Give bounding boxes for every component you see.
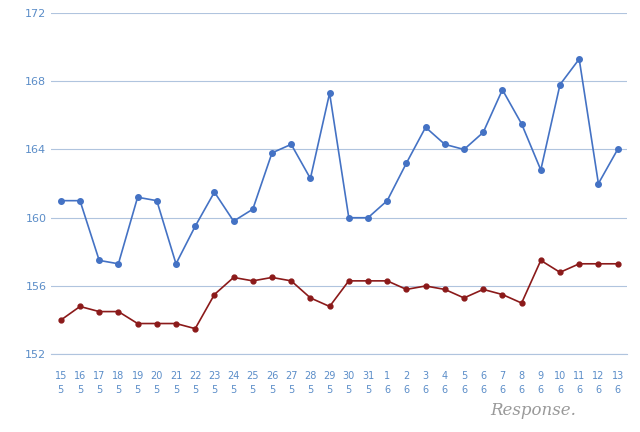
Text: 5: 5 (288, 385, 294, 395)
Text: 6: 6 (422, 385, 429, 395)
Text: 5: 5 (154, 385, 160, 395)
Line: レギュラー実売価格（円/L）: レギュラー実売価格（円/L） (58, 258, 620, 331)
レギュラー実売価格（円/L） (115, 309, 122, 314)
レギュラー実売価格（円/L） (307, 295, 314, 301)
レギュラー看板価格（円/L） (595, 181, 602, 186)
レギュラー実売価格（円/L） (268, 275, 276, 280)
レギュラー実売価格（円/L） (95, 309, 103, 314)
レギュラー看板価格（円/L） (441, 142, 449, 147)
レギュラー看板価格（円/L） (556, 82, 564, 87)
Text: 5: 5 (134, 385, 141, 395)
レギュラー実売価格（円/L） (153, 321, 161, 326)
レギュラー実売価格（円/L） (479, 287, 487, 292)
レギュラー実売価格（円/L） (537, 258, 545, 263)
レギュラー実売価格（円/L） (345, 278, 353, 283)
レギュラー看板価格（円/L） (614, 147, 621, 152)
Text: Response.: Response. (490, 402, 576, 419)
Text: 5: 5 (307, 385, 314, 395)
Text: 5: 5 (230, 385, 237, 395)
レギュラー実売価格（円/L） (499, 292, 506, 297)
レギュラー実売価格（円/L） (614, 261, 621, 267)
Text: 6: 6 (461, 385, 467, 395)
Text: 6: 6 (518, 385, 525, 395)
Text: 5: 5 (365, 385, 371, 395)
Text: 6: 6 (384, 385, 390, 395)
レギュラー看板価格（円/L） (230, 219, 237, 224)
レギュラー看板価格（円/L） (326, 91, 333, 96)
レギュラー実売価格（円/L） (460, 295, 468, 301)
レギュラー看板価格（円/L） (172, 261, 180, 267)
レギュラー実売価格（円/L） (422, 283, 429, 289)
レギュラー看板価格（円/L） (249, 206, 257, 212)
レギュラー看板価格（円/L） (95, 258, 103, 263)
レギュラー実売価格（円/L） (287, 278, 295, 283)
レギュラー看板価格（円/L） (191, 224, 199, 229)
レギュラー看板価格（円/L） (364, 215, 372, 220)
Text: 5: 5 (77, 385, 83, 395)
レギュラー看板価格（円/L） (268, 150, 276, 156)
Text: 5: 5 (115, 385, 122, 395)
Text: 6: 6 (557, 385, 563, 395)
レギュラー看板価格（円/L） (460, 147, 468, 152)
レギュラー実売価格（円/L） (57, 318, 65, 323)
レギュラー看板価格（円/L） (287, 142, 295, 147)
レギュラー実売価格（円/L） (403, 287, 410, 292)
レギュラー看板価格（円/L） (153, 198, 161, 203)
Line: レギュラー看板価格（円/L）: レギュラー看板価格（円/L） (58, 56, 620, 267)
レギュラー実売価格（円/L） (383, 278, 391, 283)
レギュラー看板価格（円/L） (479, 130, 487, 135)
レギュラー看板価格（円/L） (134, 195, 141, 200)
レギュラー実売価格（円/L） (364, 278, 372, 283)
レギュラー実売価格（円/L） (211, 292, 218, 297)
Text: 5: 5 (173, 385, 179, 395)
Text: 5: 5 (250, 385, 256, 395)
レギュラー看板価格（円/L） (403, 161, 410, 166)
レギュラー実売価格（円/L） (575, 261, 583, 267)
Text: 6: 6 (576, 385, 582, 395)
レギュラー看板価格（円/L） (345, 215, 353, 220)
レギュラー実売価格（円/L） (76, 304, 84, 309)
レギュラー看板価格（円/L） (115, 261, 122, 267)
レギュラー看板価格（円/L） (211, 190, 218, 195)
Text: 6: 6 (480, 385, 486, 395)
レギュラー看板価格（円/L） (383, 198, 391, 203)
Text: 5: 5 (211, 385, 218, 395)
レギュラー看板価格（円/L） (499, 87, 506, 92)
Text: 6: 6 (538, 385, 544, 395)
Text: 5: 5 (96, 385, 102, 395)
Text: 5: 5 (346, 385, 352, 395)
Text: 5: 5 (192, 385, 198, 395)
レギュラー看板価格（円/L） (76, 198, 84, 203)
レギュラー実売価格（円/L） (134, 321, 141, 326)
Text: 6: 6 (499, 385, 506, 395)
Text: 6: 6 (403, 385, 410, 395)
レギュラー実売価格（円/L） (595, 261, 602, 267)
Text: 6: 6 (595, 385, 602, 395)
Text: 6: 6 (614, 385, 621, 395)
レギュラー実売価格（円/L） (191, 326, 199, 331)
レギュラー実売価格（円/L） (326, 304, 333, 309)
レギュラー看板価格（円/L） (537, 167, 545, 172)
レギュラー看板価格（円/L） (422, 125, 429, 130)
レギュラー看板価格（円/L） (57, 198, 65, 203)
Text: 5: 5 (326, 385, 333, 395)
レギュラー実売価格（円/L） (441, 287, 449, 292)
レギュラー看板価格（円/L） (307, 176, 314, 181)
レギュラー実売価格（円/L） (249, 278, 257, 283)
レギュラー実売価格（円/L） (518, 301, 525, 306)
レギュラー実売価格（円/L） (230, 275, 237, 280)
Text: 6: 6 (442, 385, 448, 395)
レギュラー看板価格（円/L） (575, 57, 583, 62)
Text: 5: 5 (58, 385, 64, 395)
レギュラー実売価格（円/L） (556, 270, 564, 275)
Text: 5: 5 (269, 385, 275, 395)
レギュラー看板価格（円/L） (518, 121, 525, 127)
レギュラー実売価格（円/L） (172, 321, 180, 326)
